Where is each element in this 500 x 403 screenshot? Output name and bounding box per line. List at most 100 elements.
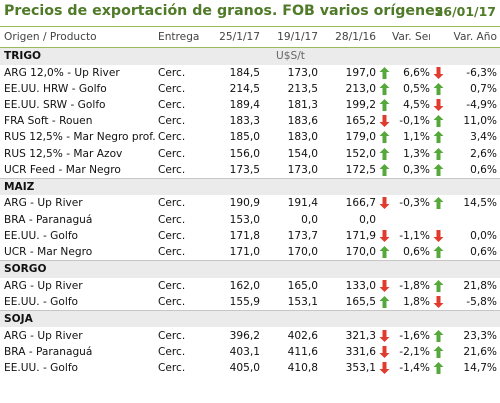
table-row: EE.UU. HRW - Golfo Cerc. 214,5 213,5 213,0 0,…	[0, 81, 500, 97]
up-icon	[433, 131, 443, 144]
price-d3-cell: 170,0	[345, 245, 376, 258]
unit-label: U$S/t	[210, 47, 376, 65]
var-year-cell: 14,5%	[463, 197, 497, 210]
col-header-spacer	[430, 27, 446, 48]
unit-label	[210, 260, 376, 278]
price-d1-cell: 171,0	[229, 245, 260, 258]
var-year-cell: 2,6%	[470, 147, 497, 160]
col-header-var-year: Var. Año	[446, 27, 500, 48]
delivery-cell: Cerc.	[158, 213, 186, 226]
down-icon	[379, 345, 389, 358]
section-spacer	[376, 260, 500, 278]
price-d2-cell: 173,7	[287, 229, 318, 242]
price-d3-cell: 199,2	[345, 98, 376, 111]
arrow-cell	[430, 65, 446, 81]
arrow-cell	[430, 360, 446, 376]
price-d3-cell: 165,5	[345, 295, 376, 308]
price-d3-cell: 166,7	[345, 197, 376, 210]
var-year-cell: 11,0%	[463, 115, 497, 128]
var-week-cell: -1,4%	[399, 361, 430, 374]
table-row: EE.UU. SRW - Golfo Cerc. 189,4 181,3 199,2 4,…	[0, 97, 500, 113]
arrow-cell	[376, 294, 392, 311]
arrow-cell	[376, 212, 392, 228]
up-icon	[433, 345, 443, 358]
var-year-cell: -4,9%	[466, 98, 497, 111]
price-d2-cell: 181,3	[287, 98, 318, 111]
up-icon	[379, 245, 389, 258]
delivery-cell: Cerc.	[158, 295, 186, 308]
var-week-cell: 1,3%	[403, 147, 430, 160]
up-icon	[433, 361, 443, 374]
up-icon	[379, 82, 389, 95]
arrow-cell	[376, 113, 392, 129]
price-d2-cell: 183,6	[287, 115, 318, 128]
table-row: BRA - Paranaguá Cerc. 153,0 0,0 0,0	[0, 212, 500, 228]
arrow-cell	[430, 327, 446, 343]
price-d1-cell: 153,0	[229, 213, 260, 226]
table-row: ARG 12,0% - Up River Cerc. 184,5 173,0 197,0…	[0, 65, 500, 81]
col-header-delivery: Entrega	[158, 27, 210, 48]
table-row: BRA - Paranaguá Cerc. 403,1 411,6 331,6 -2,1%…	[0, 344, 500, 360]
price-d1-cell: 396,2	[229, 329, 260, 342]
product-cell: UCR Feed - Mar Negro	[4, 163, 121, 176]
up-icon	[433, 147, 443, 160]
delivery-cell: Cerc.	[158, 115, 186, 128]
var-week-cell: 0,5%	[403, 82, 430, 95]
product-cell: EE.UU. SRW - Golfo	[4, 98, 106, 111]
price-d1-cell: 155,9	[229, 295, 260, 308]
up-icon	[379, 66, 389, 79]
arrow-cell	[376, 360, 392, 376]
price-d1-cell: 184,5	[229, 66, 260, 79]
var-year-cell: 0,7%	[470, 82, 497, 95]
arrow-cell	[430, 294, 446, 311]
arrow-cell	[376, 327, 392, 343]
price-d3-cell: 213,0	[345, 82, 376, 95]
product-cell: EE.UU. - Golfo	[4, 361, 79, 374]
price-d3-cell: 133,0	[345, 279, 376, 292]
down-icon	[379, 115, 389, 128]
price-d3-cell: 172,5	[345, 163, 376, 176]
delivery-cell: Cerc.	[158, 98, 186, 111]
var-week-cell: 6,6%	[403, 66, 430, 79]
unit-label	[210, 177, 376, 196]
up-icon	[379, 295, 389, 308]
col-header-product: Origen / Producto	[0, 27, 158, 48]
table-row: EE.UU. - Golfo Cerc. 155,9 153,1 165,5 1,8% -5…	[0, 294, 500, 311]
delivery-cell: Cerc.	[158, 345, 186, 358]
product-cell: BRA - Paranaguá	[4, 345, 93, 358]
product-cell: FRA Soft - Rouen	[4, 115, 93, 128]
var-year-cell: -6,3%	[466, 66, 497, 79]
arrow-cell	[430, 278, 446, 294]
product-cell: ARG 12,0% - Up River	[4, 66, 120, 79]
arrow-cell	[376, 97, 392, 113]
var-year-cell: 23,3%	[463, 329, 497, 342]
arrow-cell	[430, 244, 446, 261]
section-row: SORGO	[0, 260, 500, 278]
down-icon	[433, 66, 443, 79]
up-icon	[433, 279, 443, 292]
product-cell: BRA - Paranaguá	[4, 213, 93, 226]
price-d1-cell: 189,4	[229, 98, 260, 111]
up-icon	[433, 245, 443, 258]
price-d1-cell: 185,0	[229, 131, 260, 144]
delivery-cell: Cerc.	[158, 131, 186, 144]
arrow-cell	[430, 145, 446, 161]
table-row: UCR - Mar Negro Cerc. 171,0 170,0 170,0 0,6% 0…	[0, 244, 500, 261]
col-header-d3: 28/1/16	[318, 27, 376, 48]
price-d3-cell: 321,3	[345, 329, 376, 342]
price-d3-cell: 0,0	[359, 213, 376, 226]
arrow-cell	[376, 129, 392, 145]
price-d3-cell: 197,0	[345, 66, 376, 79]
price-d2-cell: 153,1	[287, 295, 318, 308]
section-spacer	[158, 260, 210, 278]
price-d1-cell: 190,9	[229, 197, 260, 210]
section-spacer	[158, 177, 210, 196]
table-row: ARG - Up River Cerc. 162,0 165,0 133,0 -1,8% 2…	[0, 278, 500, 294]
price-d1-cell: 156,0	[229, 147, 260, 160]
delivery-cell: Cerc.	[158, 66, 186, 79]
prices-table: Origen / Producto Entrega 25/1/17 19/1/1…	[0, 27, 500, 376]
delivery-cell: Cerc.	[158, 361, 186, 374]
delivery-cell: Cerc.	[158, 329, 186, 342]
product-cell: UCR - Mar Negro	[4, 245, 93, 258]
price-d1-cell: 183,3	[229, 115, 260, 128]
